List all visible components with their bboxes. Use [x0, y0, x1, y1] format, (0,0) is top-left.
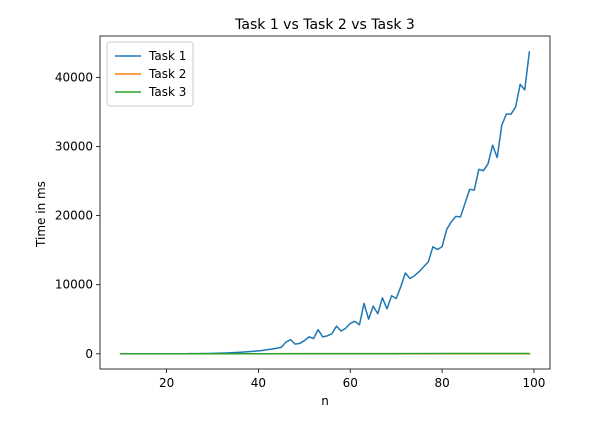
y-tick-label: 20000	[55, 209, 93, 223]
legend-label-1: Task 1	[148, 49, 186, 63]
y-tick-label: 10000	[55, 278, 93, 292]
legend-label-2: Task 2	[148, 67, 186, 81]
x-tick-label: 40	[251, 376, 266, 390]
legend-label-3: Task 3	[148, 85, 186, 99]
y-tick-label: 30000	[55, 140, 93, 154]
chart-title: Task 1 vs Task 2 vs Task 3	[234, 17, 415, 33]
x-tick-label: 80	[434, 376, 449, 390]
y-axis-label: Time in ms	[34, 181, 48, 248]
x-axis-label: n	[321, 394, 329, 408]
x-tick-label: 60	[343, 376, 358, 390]
x-tick-label: 100	[522, 376, 545, 390]
legend: Task 1 Task 2 Task 3	[107, 42, 193, 106]
y-tick-label: 40000	[55, 70, 93, 84]
y-tick-label: 0	[85, 347, 93, 361]
x-tick-label: 20	[159, 376, 174, 390]
